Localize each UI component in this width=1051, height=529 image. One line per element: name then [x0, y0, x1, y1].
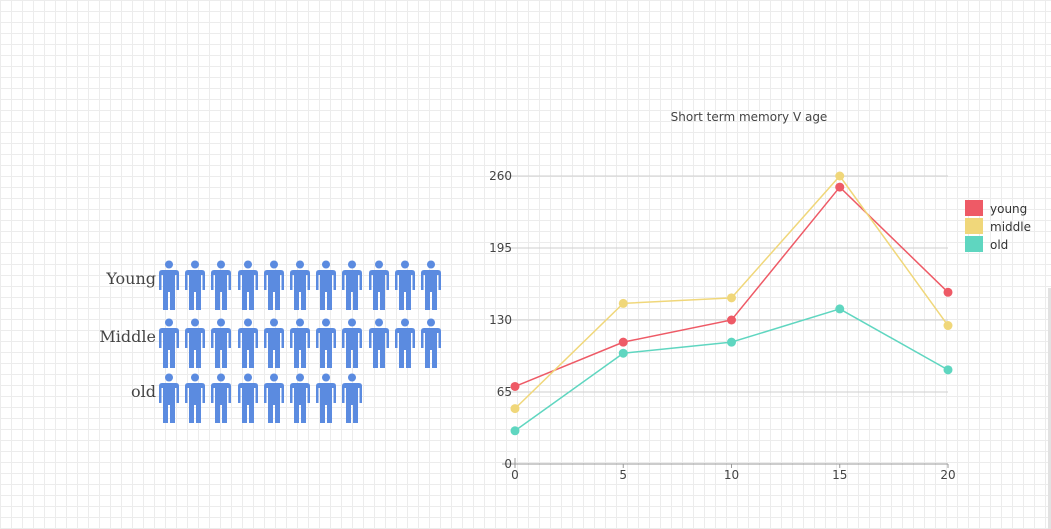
legend-swatch-middle: [965, 218, 983, 234]
data-point-middle: [618, 298, 628, 308]
data-point-middle: [727, 293, 736, 303]
y-tick-label: 260: [489, 169, 512, 183]
data-point-old: [727, 337, 736, 347]
person-icon: [368, 260, 390, 310]
person-icon: [315, 260, 337, 310]
pictogram-icons: [158, 260, 446, 310]
person-icon: [210, 373, 232, 423]
person-icon: [341, 373, 363, 423]
x-tick-label: 15: [832, 468, 847, 482]
data-point-young: [618, 337, 628, 347]
person-icon: [289, 260, 311, 310]
person-icon: [315, 318, 337, 368]
chart-title: Short term memory V age: [671, 110, 828, 124]
legend-label-old: old: [990, 238, 1008, 252]
data-point-old: [835, 304, 845, 314]
person-icon: [341, 260, 363, 310]
person-icon: [289, 373, 311, 423]
legend-swatch-young: [965, 200, 983, 216]
person-icon: [394, 318, 416, 368]
pictogram-row-label: Middle: [99, 327, 156, 346]
legend-label-middle: middle: [990, 220, 1031, 234]
person-icon: [315, 373, 337, 423]
scrollbar[interactable]: [1048, 288, 1051, 529]
pictogram-chart: Young Middle old: [99, 260, 450, 430]
pictogram-row-label: old: [131, 382, 156, 401]
person-icon: [210, 260, 232, 310]
legend-label-young: young: [990, 202, 1027, 216]
x-tick-label: 20: [940, 468, 955, 482]
data-point-old: [943, 365, 953, 375]
person-icon: [158, 318, 180, 368]
y-tick-label: 195: [489, 241, 512, 255]
series-line-young: [514, 185, 949, 388]
x-tick-label: 10: [724, 468, 739, 482]
y-tick-label: 130: [489, 313, 512, 327]
x-tick-label: 0: [511, 468, 519, 482]
person-icon: [158, 373, 180, 423]
data-point-old: [510, 426, 520, 436]
data-point-middle: [510, 404, 520, 414]
person-icon: [394, 260, 416, 310]
data-point-young: [943, 287, 953, 297]
pictogram-row-label: Young: [106, 269, 156, 288]
person-icon: [368, 318, 390, 368]
person-icon: [237, 318, 259, 368]
person-icon: [184, 318, 206, 368]
person-icon: [263, 373, 285, 423]
series-line-old: [514, 308, 949, 432]
person-icon: [237, 260, 259, 310]
pictogram-icons: [158, 318, 446, 368]
data-point-young: [835, 182, 845, 192]
legend-swatch-old: [965, 236, 983, 252]
person-icon: [210, 318, 232, 368]
data-point-old: [618, 348, 628, 358]
person-icon: [289, 318, 311, 368]
person-icon: [420, 260, 442, 310]
data-point-middle: [943, 321, 953, 331]
data-point-middle: [835, 171, 845, 181]
person-icon: [158, 260, 180, 310]
x-tick-label: 5: [619, 468, 627, 482]
data-point-young: [510, 381, 520, 391]
person-icon: [237, 373, 259, 423]
y-tick-label: 0: [504, 457, 512, 471]
pictogram-icons: [158, 373, 368, 423]
person-icon: [420, 318, 442, 368]
y-tick-label: 65: [497, 385, 512, 399]
person-icon: [263, 318, 285, 368]
person-icon: [341, 318, 363, 368]
series-line-middle: [514, 174, 949, 410]
data-point-young: [727, 315, 736, 325]
person-icon: [263, 260, 285, 310]
person-icon: [184, 260, 206, 310]
person-icon: [184, 373, 206, 423]
